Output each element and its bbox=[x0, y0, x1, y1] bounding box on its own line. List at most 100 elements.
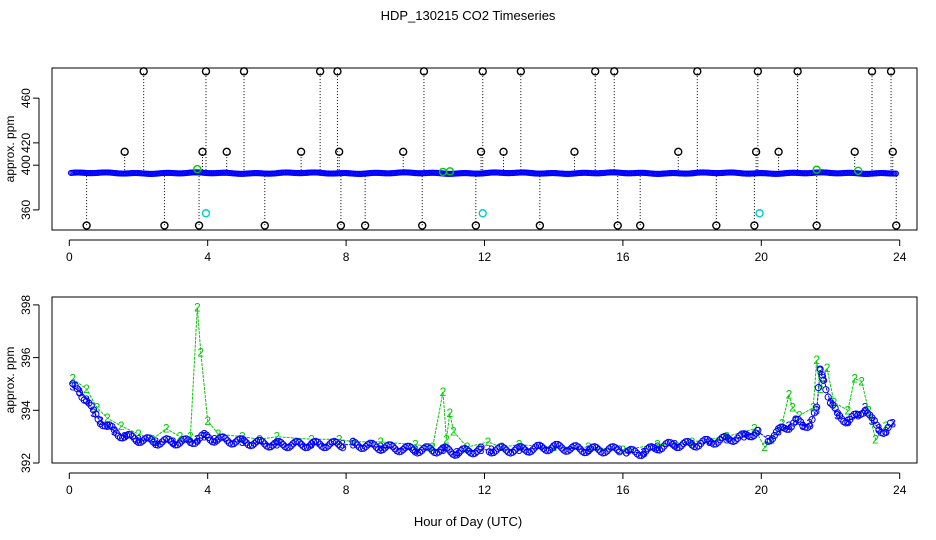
data-point bbox=[198, 147, 207, 156]
x-tick-label: 4 bbox=[204, 483, 211, 497]
data-point bbox=[418, 446, 426, 455]
data-point-label: 3 bbox=[194, 432, 201, 446]
x-tick-label: 8 bbox=[343, 483, 350, 497]
data-point-label: 2 bbox=[796, 409, 803, 423]
data-point bbox=[134, 438, 143, 447]
data-point bbox=[445, 167, 455, 176]
data-point bbox=[82, 221, 91, 230]
data-point-label: 3 bbox=[111, 424, 118, 438]
data-point bbox=[500, 444, 508, 452]
x-tick-label: 0 bbox=[66, 250, 73, 264]
data-point bbox=[656, 446, 664, 454]
data-point bbox=[96, 420, 105, 428]
data-point bbox=[303, 443, 312, 452]
data-point-label: 3 bbox=[723, 432, 730, 446]
data-point bbox=[812, 165, 821, 174]
data-point bbox=[884, 423, 892, 431]
data-point-label: 3 bbox=[817, 364, 824, 378]
data-point bbox=[854, 411, 862, 419]
data-point bbox=[259, 438, 267, 446]
data-point bbox=[332, 438, 341, 446]
x-tick-label: 16 bbox=[616, 483, 630, 497]
data-point bbox=[554, 440, 562, 449]
data-point bbox=[613, 221, 622, 230]
data-point bbox=[193, 164, 202, 174]
data-point bbox=[435, 448, 443, 456]
data-point bbox=[424, 443, 432, 451]
y-axis: 360 400 420 460 bbox=[19, 88, 40, 220]
data-point bbox=[591, 67, 600, 76]
data-point bbox=[822, 386, 830, 394]
data-point-label: 2 bbox=[851, 372, 858, 386]
y-tick-label: 460 bbox=[19, 88, 33, 108]
data-point bbox=[351, 439, 359, 447]
data-point-label: 2 bbox=[779, 416, 786, 430]
data-point bbox=[167, 437, 175, 445]
data-point-label: 3 bbox=[799, 419, 806, 433]
data-point bbox=[509, 448, 517, 456]
data-point bbox=[840, 417, 848, 426]
data-point bbox=[660, 442, 668, 450]
data-point bbox=[613, 446, 621, 454]
data-point bbox=[165, 435, 173, 444]
data-point bbox=[398, 147, 408, 156]
data-point-label: 2 bbox=[844, 403, 851, 417]
data-point bbox=[777, 423, 785, 431]
data-point bbox=[693, 67, 702, 76]
data-point bbox=[360, 221, 370, 230]
data-point bbox=[674, 147, 683, 156]
data-point-label: 2 bbox=[620, 443, 627, 457]
data-point bbox=[126, 431, 135, 439]
data-point bbox=[748, 433, 756, 441]
y-tick-label: 420 bbox=[19, 133, 33, 153]
data-point bbox=[73, 385, 81, 393]
data-point bbox=[418, 221, 427, 230]
series-line bbox=[72, 307, 887, 451]
data-point-label: 2 bbox=[336, 432, 343, 446]
data-point bbox=[694, 442, 703, 450]
data-point bbox=[339, 444, 347, 452]
data-point-label: 3 bbox=[623, 445, 630, 459]
plot-frame bbox=[51, 296, 918, 464]
data-point-label: 2 bbox=[204, 414, 211, 428]
data-point-label: 3 bbox=[412, 443, 419, 457]
data-point bbox=[267, 443, 275, 451]
x-tick-label: 24 bbox=[893, 483, 907, 497]
data-point bbox=[636, 221, 645, 230]
data-point bbox=[556, 442, 564, 450]
data-point bbox=[666, 439, 675, 447]
data-point bbox=[217, 433, 225, 441]
data-point bbox=[892, 221, 901, 230]
data-point bbox=[712, 221, 721, 230]
data-point bbox=[499, 147, 508, 156]
data-point bbox=[576, 445, 584, 453]
data-point-label: 3 bbox=[121, 430, 128, 444]
data-point bbox=[750, 431, 758, 440]
data-point bbox=[546, 446, 554, 454]
data-point-label: 3 bbox=[671, 438, 678, 452]
data-point bbox=[336, 221, 346, 230]
data-point bbox=[445, 446, 453, 454]
data-point bbox=[478, 209, 487, 218]
data-point bbox=[584, 447, 592, 455]
data-point bbox=[548, 444, 556, 452]
data-point-label: 2 bbox=[135, 427, 142, 441]
data-point bbox=[222, 147, 231, 156]
data-point bbox=[201, 209, 211, 218]
data-point bbox=[610, 67, 619, 76]
data-point bbox=[415, 448, 424, 456]
data-point bbox=[145, 434, 153, 442]
x-tick-label: 0 bbox=[66, 483, 73, 497]
data-point bbox=[463, 445, 471, 454]
data-point bbox=[870, 417, 878, 425]
data-point bbox=[476, 147, 486, 156]
data-point bbox=[156, 440, 164, 448]
x-axis: 0 4 8 12 16 20 24 bbox=[66, 472, 907, 497]
data-point bbox=[368, 439, 376, 447]
x-tick-label: 12 bbox=[478, 250, 492, 264]
data-point bbox=[295, 438, 303, 446]
data-point bbox=[419, 67, 429, 76]
x-tick-label: 24 bbox=[893, 250, 907, 264]
data-point-label: 3 bbox=[806, 416, 813, 430]
y-tick-label: 360 bbox=[19, 200, 33, 220]
